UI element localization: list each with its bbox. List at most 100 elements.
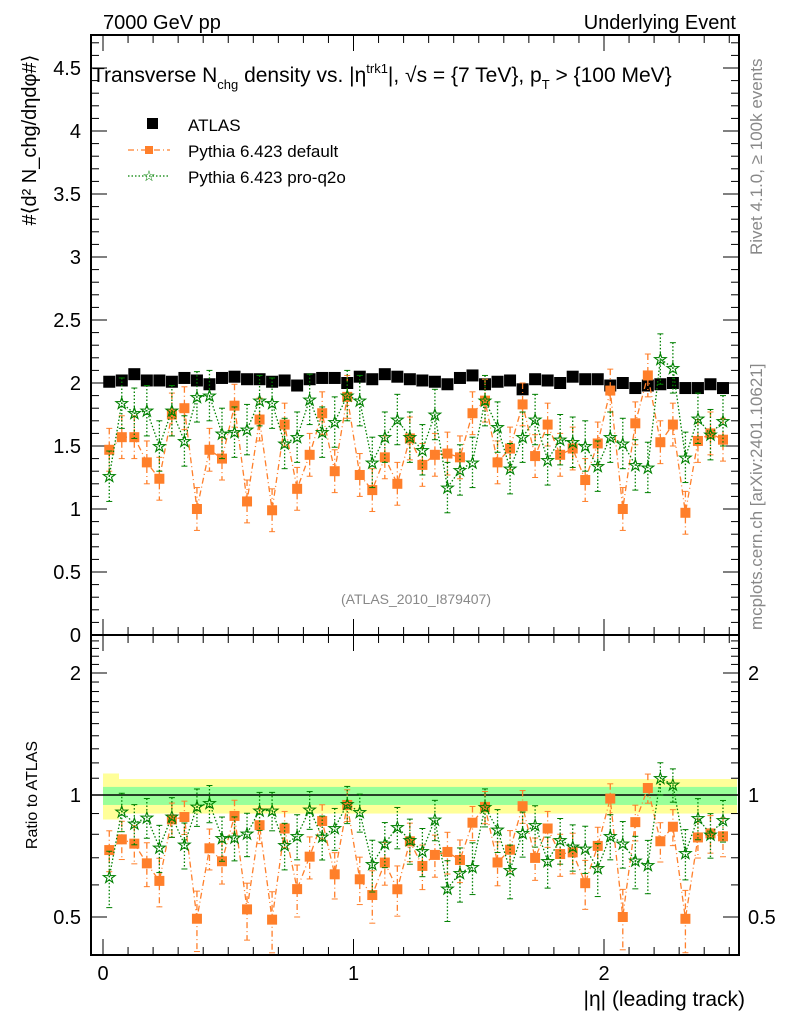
ratio-y-tick-label: 1	[748, 785, 759, 807]
default-data-point	[542, 823, 553, 834]
proq2o-data-point: ☆	[628, 852, 643, 871]
default-data-point	[517, 801, 528, 812]
atlas-data-point	[128, 368, 141, 381]
legend-marker-atlas	[147, 118, 158, 129]
proq2o-data-point: ☆	[452, 461, 467, 480]
proq2o-data-point: ☆	[502, 861, 517, 880]
proq2o-data-point: ☆	[290, 827, 305, 846]
default-data-point	[655, 836, 666, 847]
proq2o-data-point: ☆	[365, 453, 380, 472]
default-data-point	[229, 810, 240, 821]
default-data-point	[354, 469, 365, 480]
default-data-point	[367, 485, 378, 496]
y-tick-label: 3.5	[53, 184, 81, 206]
proq2o-data-point: ☆	[214, 829, 229, 848]
default-data-point	[242, 904, 253, 915]
default-data-point	[442, 448, 453, 459]
default-data-point	[467, 408, 478, 419]
ratio-plot: 0 1 20.5 0.51 12 2☆☆☆☆☆☆☆☆☆☆☆☆☆☆☆☆☆☆☆☆☆☆☆☆☆☆☆…	[53, 634, 776, 985]
title-part: density vs. |η	[238, 64, 366, 87]
proq2o-data-point: ☆	[302, 800, 317, 819]
proq2o-data-point: ☆	[590, 457, 605, 476]
ratio-y-tick-label: 2	[748, 663, 759, 685]
proq2o-data-point: ☆	[177, 835, 192, 854]
default-data-point	[642, 370, 653, 381]
atlas-data-point	[291, 379, 304, 392]
legend-marker-default	[145, 146, 153, 154]
y-tick-label: 2	[70, 373, 81, 395]
proq2o-data-point: ☆	[139, 402, 154, 421]
atlas-data-point	[103, 375, 116, 388]
proq2o-data-point: ☆	[427, 406, 442, 425]
analysis-id: (ATLAS_2010_I879407)	[341, 591, 491, 607]
proq2o-data-point: ☆	[114, 802, 129, 821]
proq2o-data-point: ☆	[565, 837, 580, 856]
proq2o-data-point: ☆	[352, 803, 367, 822]
proq2o-data-point: ☆	[578, 437, 593, 456]
atlas-data-point	[529, 373, 542, 386]
title-part: |, √s = {7 TeV}, p	[388, 64, 542, 87]
atlas-data-point	[441, 378, 454, 391]
atlas-data-point	[303, 373, 316, 386]
y-tick-label: 0.5	[53, 562, 81, 584]
rivet-label: Rivet 4.1.0, ≥ 100k events	[747, 59, 766, 255]
proq2o-data-point: ☆	[415, 842, 430, 861]
default-data-point	[605, 385, 616, 396]
default-data-point	[229, 400, 240, 411]
proq2o-data-point: ☆	[390, 818, 405, 837]
proq2o-data-point: ☆	[578, 839, 593, 858]
proq2o-data-point: ☆	[239, 421, 254, 440]
default-data-point	[292, 483, 303, 494]
atlas-data-point	[704, 378, 717, 391]
default-data-point	[267, 914, 278, 925]
x-tick-label: 2	[598, 963, 609, 985]
default-data-point	[505, 443, 516, 454]
proq2o-data-point: ☆	[415, 441, 430, 460]
default-data-point	[592, 840, 603, 851]
proq2o-data-point: ☆	[527, 816, 542, 835]
default-data-point	[492, 857, 503, 868]
proq2o-data-point: ☆	[490, 821, 505, 840]
default-data-point	[242, 496, 253, 507]
ratio-y-axis-label: Ratio to ATLAS	[24, 741, 41, 849]
default-data-point	[154, 473, 165, 484]
default-data-point	[417, 860, 428, 871]
proq2o-data-point: ☆	[502, 460, 517, 479]
default-data-point	[116, 834, 127, 845]
default-data-point	[429, 449, 440, 460]
proq2o-data-point: ☆	[703, 426, 718, 445]
proq2o-data-point: ☆	[377, 835, 392, 854]
title-part: > {100 MeV}	[550, 64, 672, 87]
atlas-data-point	[153, 374, 166, 387]
default-data-point	[392, 478, 403, 489]
legend-label-default: Pythia 6.423 default	[188, 142, 339, 161]
atlas-data-point	[416, 374, 429, 387]
proq2o-data-point: ☆	[615, 434, 630, 453]
default-data-point	[191, 913, 202, 924]
atlas-data-point	[190, 374, 203, 387]
proq2o-data-point: ☆	[440, 879, 455, 898]
atlas-data-point	[504, 374, 517, 387]
proq2o-data-point: ☆	[102, 467, 117, 486]
proq2o-data-point: ☆	[227, 423, 242, 442]
proq2o-data-point: ☆	[152, 838, 167, 857]
proq2o-data-point: ☆	[628, 456, 643, 475]
atlas-data-point	[466, 369, 479, 382]
atlas-data-point	[516, 383, 529, 396]
proq2o-data-point: ☆	[515, 824, 530, 843]
proq2o-data-point: ☆	[340, 387, 355, 406]
default-data-point	[717, 434, 728, 445]
y-axis-label: #⟨d² N_chg/dηdφ#⟩	[19, 55, 41, 226]
default-data-point	[204, 444, 215, 455]
proq2o-data-point: ☆	[615, 834, 630, 853]
proq2o-data-point: ☆	[690, 409, 705, 428]
uncertainty-band-inner	[103, 786, 737, 805]
atlas-data-point	[278, 374, 291, 387]
atlas-data-point	[579, 373, 592, 386]
default-data-point	[116, 432, 127, 443]
atlas-data-point	[566, 370, 579, 383]
proq2o-data-point: ☆	[678, 844, 693, 863]
default-data-point	[492, 457, 503, 468]
proq2o-data-point: ☆	[540, 451, 555, 470]
